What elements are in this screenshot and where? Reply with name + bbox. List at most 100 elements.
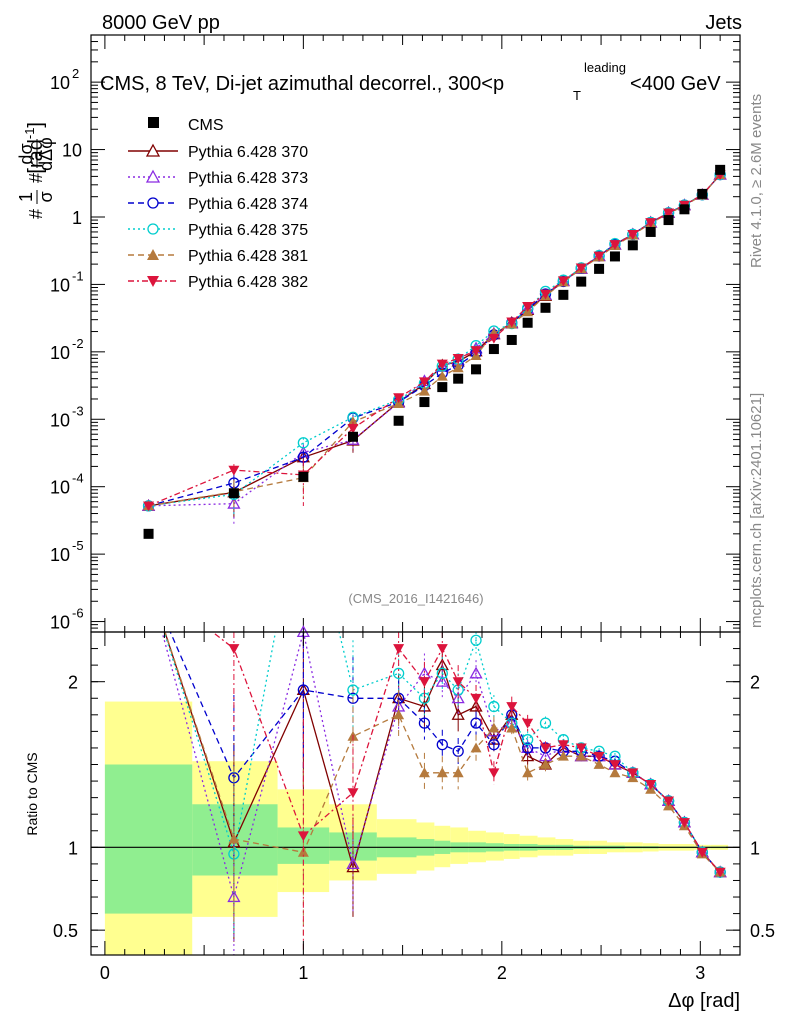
ratio-point	[488, 722, 500, 733]
main-point	[506, 317, 518, 328]
main-series-3	[142, 168, 726, 512]
main-point	[522, 301, 534, 312]
y-tick-label: 10	[50, 343, 70, 363]
cms-point	[419, 397, 430, 408]
ratio-point	[436, 667, 448, 680]
ratio-point	[575, 743, 587, 754]
y-tick-exponent: 2	[72, 66, 79, 81]
ratio-point	[521, 734, 534, 746]
y-tick-label: 10	[50, 478, 70, 498]
cms-point	[143, 528, 154, 539]
main-point	[143, 501, 155, 512]
cms-point	[522, 317, 533, 328]
ratio-point	[470, 717, 482, 729]
legend-label-375: Pythia 6.428 375	[188, 222, 308, 239]
legend-marker-381	[147, 249, 159, 260]
y-label-unit-close: ]	[25, 122, 47, 128]
plot-title-sub: T	[573, 88, 581, 103]
ratio-point	[663, 796, 675, 807]
cms-point	[393, 415, 404, 426]
main-point	[436, 359, 448, 370]
ratio-point	[609, 767, 621, 778]
ratio-point	[522, 718, 534, 729]
x-tick-label: 0	[100, 963, 110, 983]
cms-data	[143, 164, 726, 539]
y-tick-exponent: -3	[72, 403, 84, 418]
legend-entry-373: Pythia 6.428 373	[128, 169, 308, 187]
legend-entry-cms: CMS	[148, 117, 224, 134]
y-tick-label: 10	[62, 141, 82, 161]
ratio-point	[488, 700, 500, 713]
ratio-point	[418, 677, 430, 688]
ratio-point	[593, 751, 605, 762]
y-tick-label: 10	[50, 545, 70, 565]
y-label-unit-sup: -1	[22, 128, 37, 140]
ratio-point	[557, 740, 569, 751]
y-label-sigma: σ	[36, 191, 56, 202]
plot-title-sup: leading	[584, 60, 626, 75]
cms-point	[576, 276, 587, 287]
legend-marker-382	[147, 276, 159, 287]
y-label-dsigma: dσ	[16, 143, 36, 164]
ratio-tick-label-right: 1	[750, 838, 760, 858]
ratio-point	[470, 634, 482, 646]
ratio-point	[436, 644, 448, 655]
legend-marker-370	[145, 143, 161, 157]
main-point	[575, 263, 587, 274]
band-stat-bin	[104, 764, 193, 914]
legend-entry-374: Pythia 6.428 374	[128, 196, 308, 213]
ratio-point	[452, 767, 464, 778]
y-tick-exponent: -1	[72, 268, 84, 283]
ratio-point	[469, 699, 483, 712]
x-tick-label: 3	[695, 963, 705, 983]
legend-label-373: Pythia 6.428 373	[188, 170, 308, 187]
main-point	[418, 377, 430, 388]
ratio-tick-label: 0.5	[53, 921, 78, 941]
ratio-point	[418, 767, 430, 778]
ratio-tick-label-right: 0.5	[750, 921, 775, 941]
ratio-point	[521, 749, 535, 762]
ratio-point	[470, 742, 482, 753]
ratio-point	[575, 750, 587, 761]
ratio-point	[539, 743, 551, 754]
legend: CMS Pythia 6.428 370 Pythia 6.428 373 Py…	[128, 117, 308, 291]
y-tick-exponent: -6	[72, 606, 84, 621]
main-point	[393, 393, 405, 404]
cms-point	[663, 215, 674, 226]
ratio-point	[228, 644, 240, 655]
cms-point	[679, 204, 690, 215]
ratio-point	[609, 760, 621, 771]
y-tick-label: 10	[50, 73, 70, 93]
ratio-point	[696, 847, 708, 858]
cms-point	[627, 240, 638, 251]
x-tick-label: 2	[497, 963, 507, 983]
main-point	[539, 289, 551, 300]
ratio-point	[435, 658, 449, 671]
cms-point	[594, 263, 605, 274]
y-label-dphi: dΔφ	[36, 137, 56, 171]
cms-point	[506, 334, 517, 345]
main-series-6	[143, 170, 726, 512]
ratio-point	[347, 692, 359, 704]
plot-title-end: <400 GeV	[630, 73, 721, 95]
main-point	[627, 230, 639, 240]
ratio-point	[297, 831, 309, 842]
ratio-point	[506, 702, 518, 713]
ratio-marks	[91, 625, 740, 955]
main-series-line	[148, 174, 721, 507]
ratio-point	[418, 717, 431, 729]
cms-point	[540, 302, 551, 313]
rivet-label: Rivet 4.1.0, ≥ 2.6M events	[748, 94, 765, 268]
ratio-point	[470, 693, 482, 704]
ratio-axes: 0 1 2 3 0.5 0.5 1 1 2 2	[53, 632, 775, 983]
cms-point	[558, 289, 569, 300]
x-tick-label: 1	[298, 963, 308, 983]
y-label-hash-1: #	[26, 209, 46, 219]
y-tick-label: 1	[72, 208, 82, 228]
y-label-one: 1	[16, 192, 36, 202]
main-point	[228, 465, 240, 476]
main-point	[593, 251, 605, 262]
process-label: Jets	[705, 12, 742, 34]
ratio-point	[593, 759, 605, 769]
ratio-tick-label: 1	[68, 838, 78, 858]
